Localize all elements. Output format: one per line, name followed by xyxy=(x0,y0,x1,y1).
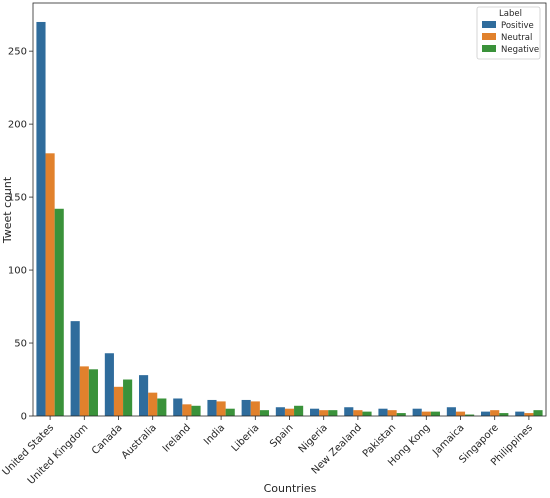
bar-positive-nigeria xyxy=(310,408,320,416)
bar-neutral-philippines xyxy=(524,413,534,416)
y-tick-label: 100 xyxy=(8,266,27,277)
bar-positive-liberia xyxy=(241,399,251,416)
y-axis-label: Tweet count xyxy=(1,176,14,244)
bar-positive-united-states xyxy=(36,21,46,416)
bar-neutral-canada xyxy=(113,386,124,416)
bar-neutral-ireland xyxy=(182,404,192,416)
legend-title: Label xyxy=(499,9,522,19)
y-tick-label: 250 xyxy=(8,47,27,58)
legend-label-neutral: Neutral xyxy=(501,33,532,43)
bar-positive-australia xyxy=(139,375,149,416)
legend-label-negative: Negative xyxy=(501,45,539,55)
bar-negative-australia xyxy=(157,398,167,416)
bar-neutral-pakistan xyxy=(387,410,397,416)
bar-negative-united-states xyxy=(54,208,64,416)
bar-negative-jamaica xyxy=(465,414,475,416)
bar-neutral-jamaica xyxy=(455,411,466,416)
bar-positive-canada xyxy=(104,353,114,416)
bar-negative-liberia xyxy=(259,410,269,416)
bar-negative-india xyxy=(225,408,235,416)
bar-negative-united-kingdom xyxy=(88,369,98,416)
legend-swatch-positive xyxy=(482,21,496,28)
y-tick-label: 200 xyxy=(8,120,27,131)
y-tick-label: 0 xyxy=(21,412,27,423)
bar-positive-new-zealand xyxy=(344,407,354,416)
bar-positive-united-kingdom xyxy=(70,321,80,416)
bar-positive-spain xyxy=(275,407,285,416)
y-tick-label: 50 xyxy=(14,339,27,350)
y-axis: 0 50 100 150 200 250 xyxy=(8,47,33,423)
bar-neutral-india xyxy=(216,401,226,416)
bar-neutral-nigeria xyxy=(319,410,329,416)
bar-negative-new-zealand xyxy=(362,411,372,416)
bar-negative-singapore xyxy=(499,413,509,416)
legend: Label Positive Neutral Negative xyxy=(476,6,541,60)
y-tick-label: 150 xyxy=(8,193,27,204)
bar-positive-philippines xyxy=(515,411,525,416)
legend-label-positive: Positive xyxy=(501,21,534,31)
bar-neutral-united-kingdom xyxy=(79,366,89,416)
bar-neutral-new-zealand xyxy=(353,410,363,416)
bar-negative-pakistan xyxy=(396,413,406,416)
bar-negative-philippines xyxy=(533,410,543,416)
bar-positive-hong-kong xyxy=(412,408,422,416)
bar-positive-pakistan xyxy=(378,408,388,416)
bar-negative-canada xyxy=(123,379,133,416)
bars-group xyxy=(36,21,543,416)
legend-swatch-neutral xyxy=(482,33,496,40)
bar-negative-hong-kong xyxy=(430,411,440,416)
bar-positive-singapore xyxy=(481,411,491,416)
bar-neutral-singapore xyxy=(490,410,500,416)
bar-negative-nigeria xyxy=(328,410,338,416)
bar-positive-jamaica xyxy=(446,407,456,416)
bar-neutral-hong-kong xyxy=(421,411,431,416)
x-axis-label: Countries xyxy=(264,482,317,495)
bar-neutral-liberia xyxy=(250,401,260,416)
bar-positive-ireland xyxy=(173,398,183,416)
bar-neutral-spain xyxy=(284,408,295,416)
bar-negative-spain xyxy=(294,405,304,416)
bar-positive-india xyxy=(207,399,217,416)
legend-swatch-negative xyxy=(482,45,496,52)
bar-neutral-united-states xyxy=(45,153,55,416)
bar-neutral-australia xyxy=(148,392,158,416)
bar-negative-ireland xyxy=(191,405,201,416)
